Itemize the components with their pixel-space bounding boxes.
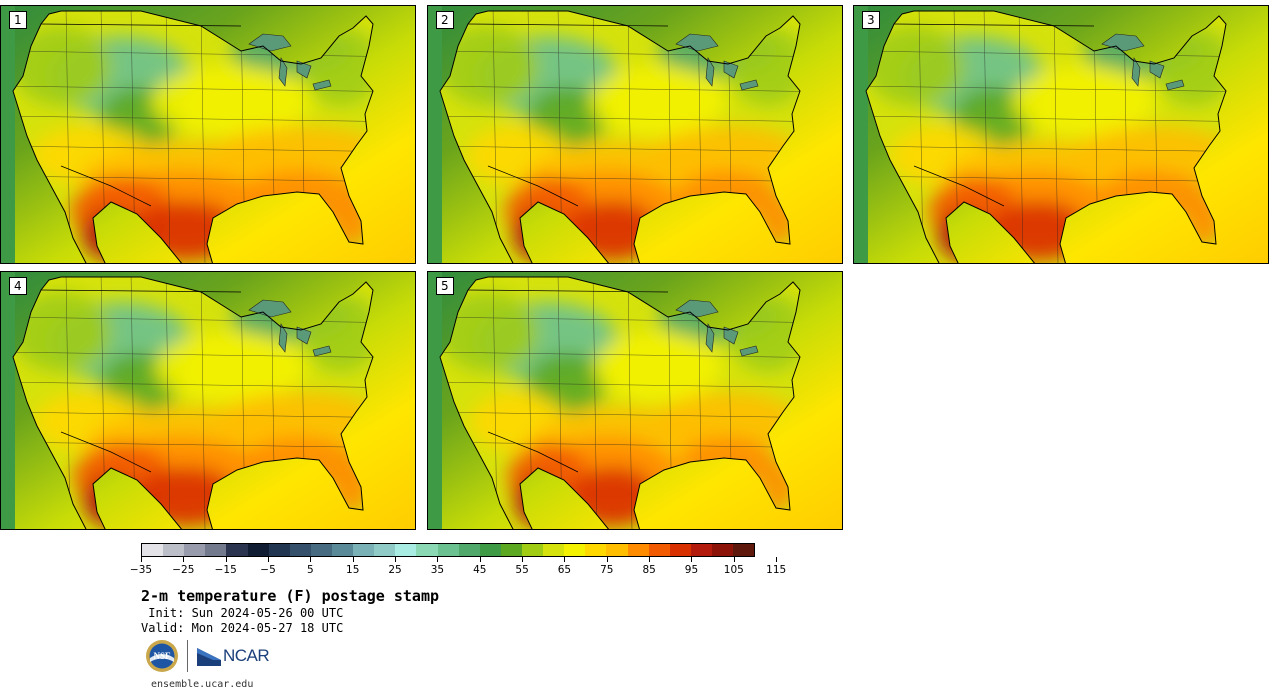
page-title: 2-m temperature (F) postage stamp [141, 587, 440, 605]
map-panel-1: 1 [0, 5, 416, 264]
colorbar-tick-label: 75 [600, 564, 614, 576]
colorbar-bin [564, 544, 586, 556]
colorbar-bin [711, 544, 734, 556]
colorbar-bin [733, 544, 755, 556]
temperature-map [428, 6, 842, 263]
init-time: Init: Sun 2024-05-26 00 UTC [141, 606, 344, 620]
colorbar-bin [416, 544, 438, 556]
colorbar-tick [395, 557, 397, 562]
colorbar-bin [353, 544, 375, 556]
colorbar-bin [437, 544, 459, 556]
map-panel-3: 3 [853, 5, 1269, 264]
colorbar-tick-label: 85 [642, 564, 656, 576]
ncar-mark-icon [197, 648, 221, 666]
colorbar-tick [606, 557, 608, 562]
ncar-logo: NCAR [197, 646, 270, 666]
colorbar-tick [183, 557, 185, 562]
panel-label: 3 [862, 11, 880, 29]
site-url: ensemble.ucar.edu [151, 679, 254, 690]
colorbar-tick [141, 557, 142, 562]
colorbar-bin [543, 544, 565, 556]
temperature-map [428, 272, 842, 529]
colorbar-bin [500, 544, 522, 556]
colorbar-tick [522, 557, 524, 562]
map-panel-5: 5 [427, 271, 843, 530]
colorbar-tick [437, 557, 439, 562]
colorbar-tick-label: 5 [307, 564, 314, 576]
colorbar-bin [479, 544, 501, 556]
logo-strip: NSF NCAR [145, 638, 270, 674]
colorbar-bin [247, 544, 269, 556]
map-panel-4: 4 [0, 271, 416, 530]
panel-label: 1 [9, 11, 27, 29]
colorbar-bin [606, 544, 628, 556]
valid-time: Valid: Mon 2024-05-27 18 UTC [141, 621, 344, 635]
temperature-map [1, 6, 415, 263]
colorbar-bin [142, 544, 164, 556]
colorbar-tick-label: −35 [129, 564, 153, 576]
colorbar-tick [564, 557, 566, 562]
colorbar-tick [649, 557, 651, 562]
colorbar-tick-label: 65 [557, 564, 572, 576]
temperature-map [854, 6, 1268, 263]
colorbar-tick-label: 95 [684, 564, 699, 576]
panel-label: 2 [436, 11, 454, 29]
logo-divider [187, 640, 188, 672]
colorbar-tick-label: 55 [515, 564, 529, 576]
colorbar-tick-label: 15 [346, 564, 360, 576]
colorbar-bin [669, 544, 691, 556]
colorbar-ticks: −35 −25 −15 −5 5 15 25 35 45 55 65 75 85 95 105 115 [130, 557, 786, 579]
colorbar-tick-label: −25 [172, 564, 195, 576]
colorbar-bin [268, 544, 290, 556]
panel-label: 4 [9, 277, 27, 295]
colorbar-bin [163, 544, 185, 556]
panel-label: 5 [436, 277, 454, 295]
colorbar-tick-label: −15 [214, 564, 237, 576]
colorbar-tick [479, 557, 481, 562]
colorbar [141, 543, 755, 557]
colorbar-bin [648, 544, 670, 556]
colorbar-bin [226, 544, 248, 556]
colorbar-bin [331, 544, 354, 556]
colorbar-tick [310, 557, 312, 562]
colorbar-tick-label: 35 [430, 564, 445, 576]
colorbar-bin [395, 544, 417, 556]
ncar-wordmark: NCAR [223, 646, 270, 665]
colorbar-bin [521, 544, 544, 556]
temperature-map [1, 272, 415, 529]
colorbar-tick [776, 557, 778, 562]
colorbar-bin [289, 544, 311, 556]
colorbar-bin [310, 544, 332, 556]
colorbar-bin [458, 544, 480, 556]
colorbar-tick [691, 557, 693, 562]
colorbar-tick-label: 25 [388, 564, 402, 576]
map-panel-2: 2 [427, 5, 843, 264]
svg-text:NSF: NSF [153, 651, 171, 661]
nsf-logo: NSF [146, 640, 178, 672]
colorbar-bin [627, 544, 649, 556]
colorbar-bin [184, 544, 206, 556]
colorbar-tick-label: −5 [260, 564, 276, 576]
colorbar-tick [225, 557, 227, 562]
colorbar-tick-label: 115 [766, 564, 787, 576]
colorbar-bin [690, 544, 712, 556]
colorbar-tick [268, 557, 270, 562]
colorbar-bin [585, 544, 607, 556]
colorbar-tick [733, 557, 735, 562]
colorbar-tick-label: 105 [723, 564, 744, 576]
colorbar-bin [205, 544, 227, 556]
colorbar-bin [374, 544, 396, 556]
colorbar-tick [352, 557, 354, 562]
colorbar-tick-label: 45 [473, 564, 487, 576]
